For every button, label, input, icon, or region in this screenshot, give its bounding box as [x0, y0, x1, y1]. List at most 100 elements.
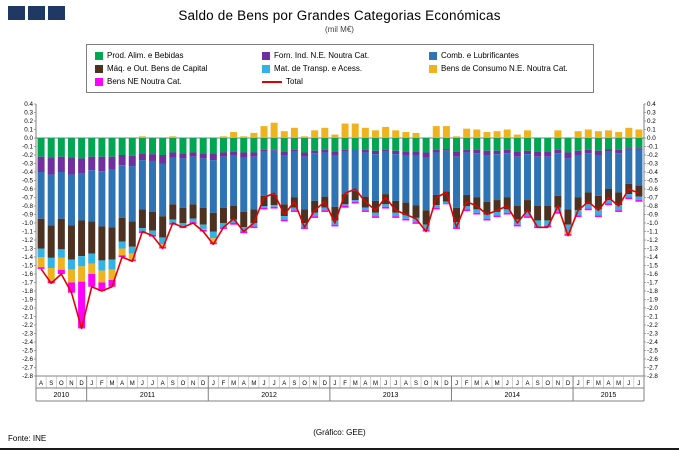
bar-segment — [534, 138, 542, 152]
legend-swatch — [262, 64, 270, 73]
bar-segment — [311, 150, 319, 154]
bar-segment — [483, 150, 491, 155]
bar-segment — [260, 126, 268, 138]
year-label: 2011 — [140, 392, 155, 399]
bar-segment — [574, 150, 582, 155]
y-axis-label: -1.4 — [22, 254, 33, 261]
month-label: M — [373, 381, 378, 387]
bar-segment — [402, 155, 410, 203]
y-axis-label: 0.1 — [647, 127, 656, 134]
y-axis-label: -1.7 — [647, 280, 658, 287]
bar-segment — [138, 209, 146, 229]
y-axis-label: -2.7 — [22, 365, 33, 372]
legend-label: Prod. Alim. e Bebidas — [107, 51, 184, 60]
bar-segment — [230, 223, 238, 225]
bar-segment — [635, 148, 643, 150]
month-label: A — [282, 381, 286, 387]
y-axis-label: -0.2 — [647, 152, 658, 159]
bar-segment — [453, 227, 461, 229]
y-axis-label: -2.2 — [22, 322, 33, 329]
bar-segment — [128, 166, 136, 222]
bar-segment — [503, 129, 511, 138]
bar-segment — [290, 210, 298, 212]
chart-title: Saldo de Bens por Grandes Categorias Eco… — [178, 8, 501, 23]
bar-segment — [584, 129, 592, 138]
bar-segment — [159, 216, 167, 238]
y-axis-label: -0.4 — [647, 169, 658, 176]
bar-segment — [57, 269, 65, 274]
y-axis-label: -1.3 — [22, 246, 33, 253]
y-axis-label: -0.9 — [647, 212, 658, 219]
bar-segment — [402, 132, 410, 138]
month-label: N — [191, 381, 195, 387]
month-label: J — [212, 381, 215, 387]
bar-segment — [453, 207, 461, 223]
bar-segment — [594, 209, 602, 216]
bar-segment — [331, 206, 339, 221]
bar-segment — [240, 231, 248, 234]
bar-segment — [574, 155, 582, 198]
bar-segment — [615, 192, 623, 206]
bar-segment — [179, 223, 187, 227]
bar-segment — [260, 206, 268, 208]
y-axis-label: -2.8 — [647, 373, 658, 380]
y-axis-label: 0.4 — [24, 101, 33, 108]
bar-segment — [169, 138, 177, 153]
month-label: J — [263, 381, 266, 387]
total-line — [40, 188, 640, 330]
bar-segment — [523, 200, 531, 212]
bar-segment — [321, 149, 329, 153]
bar-segment — [635, 200, 643, 202]
bar-segment — [138, 138, 146, 154]
bar-segment — [260, 195, 268, 206]
bar-segment — [554, 130, 562, 138]
bar-segment — [219, 138, 227, 153]
bar-segment — [331, 155, 339, 207]
bar-segment — [361, 149, 369, 153]
bar-segment — [199, 207, 207, 225]
bar-segment — [453, 151, 461, 157]
bar-segment — [230, 155, 238, 206]
bar-segment — [483, 155, 491, 202]
bar-segment — [159, 163, 167, 217]
bar-segment — [179, 138, 187, 154]
bar-segment — [473, 153, 481, 198]
bar-segment — [483, 138, 491, 151]
bar-segment — [615, 153, 623, 193]
y-axis-label: -0.1 — [647, 144, 658, 151]
bar-segment — [189, 204, 197, 219]
bar-segment — [351, 201, 359, 204]
bar-segment — [422, 210, 430, 225]
bar-segment — [78, 173, 86, 221]
y-axis-label: -1.9 — [647, 297, 658, 304]
bar-segment — [392, 138, 400, 151]
month-label: N — [556, 381, 560, 387]
bar-segment — [321, 207, 329, 211]
bar-segment — [98, 260, 106, 271]
logo-square — [48, 6, 65, 20]
bar-segment — [199, 224, 207, 229]
bar-segment — [209, 238, 217, 243]
bar-segment — [321, 210, 329, 212]
bar-segment — [270, 206, 278, 209]
bar-segment — [118, 138, 126, 155]
month-label: F — [222, 381, 226, 387]
bar-segment — [513, 134, 521, 138]
bar-segment — [331, 138, 339, 152]
bar-segment — [371, 200, 379, 213]
bar-segment — [108, 259, 116, 270]
bar-segment — [37, 257, 45, 268]
bar-segment — [412, 205, 420, 218]
bar-segment — [584, 153, 592, 193]
bar-segment — [473, 209, 481, 213]
y-axis-label: -1.6 — [647, 271, 658, 278]
y-axis-label: -0.7 — [647, 195, 658, 202]
bar-segment — [260, 149, 268, 152]
month-label: A — [607, 381, 611, 387]
month-label: D — [566, 381, 571, 387]
y-axis-label: -2.0 — [647, 305, 658, 312]
bar-segment — [463, 209, 471, 212]
bar-segment — [331, 134, 339, 138]
bar-segment — [503, 153, 511, 198]
bar-segment — [564, 152, 572, 159]
